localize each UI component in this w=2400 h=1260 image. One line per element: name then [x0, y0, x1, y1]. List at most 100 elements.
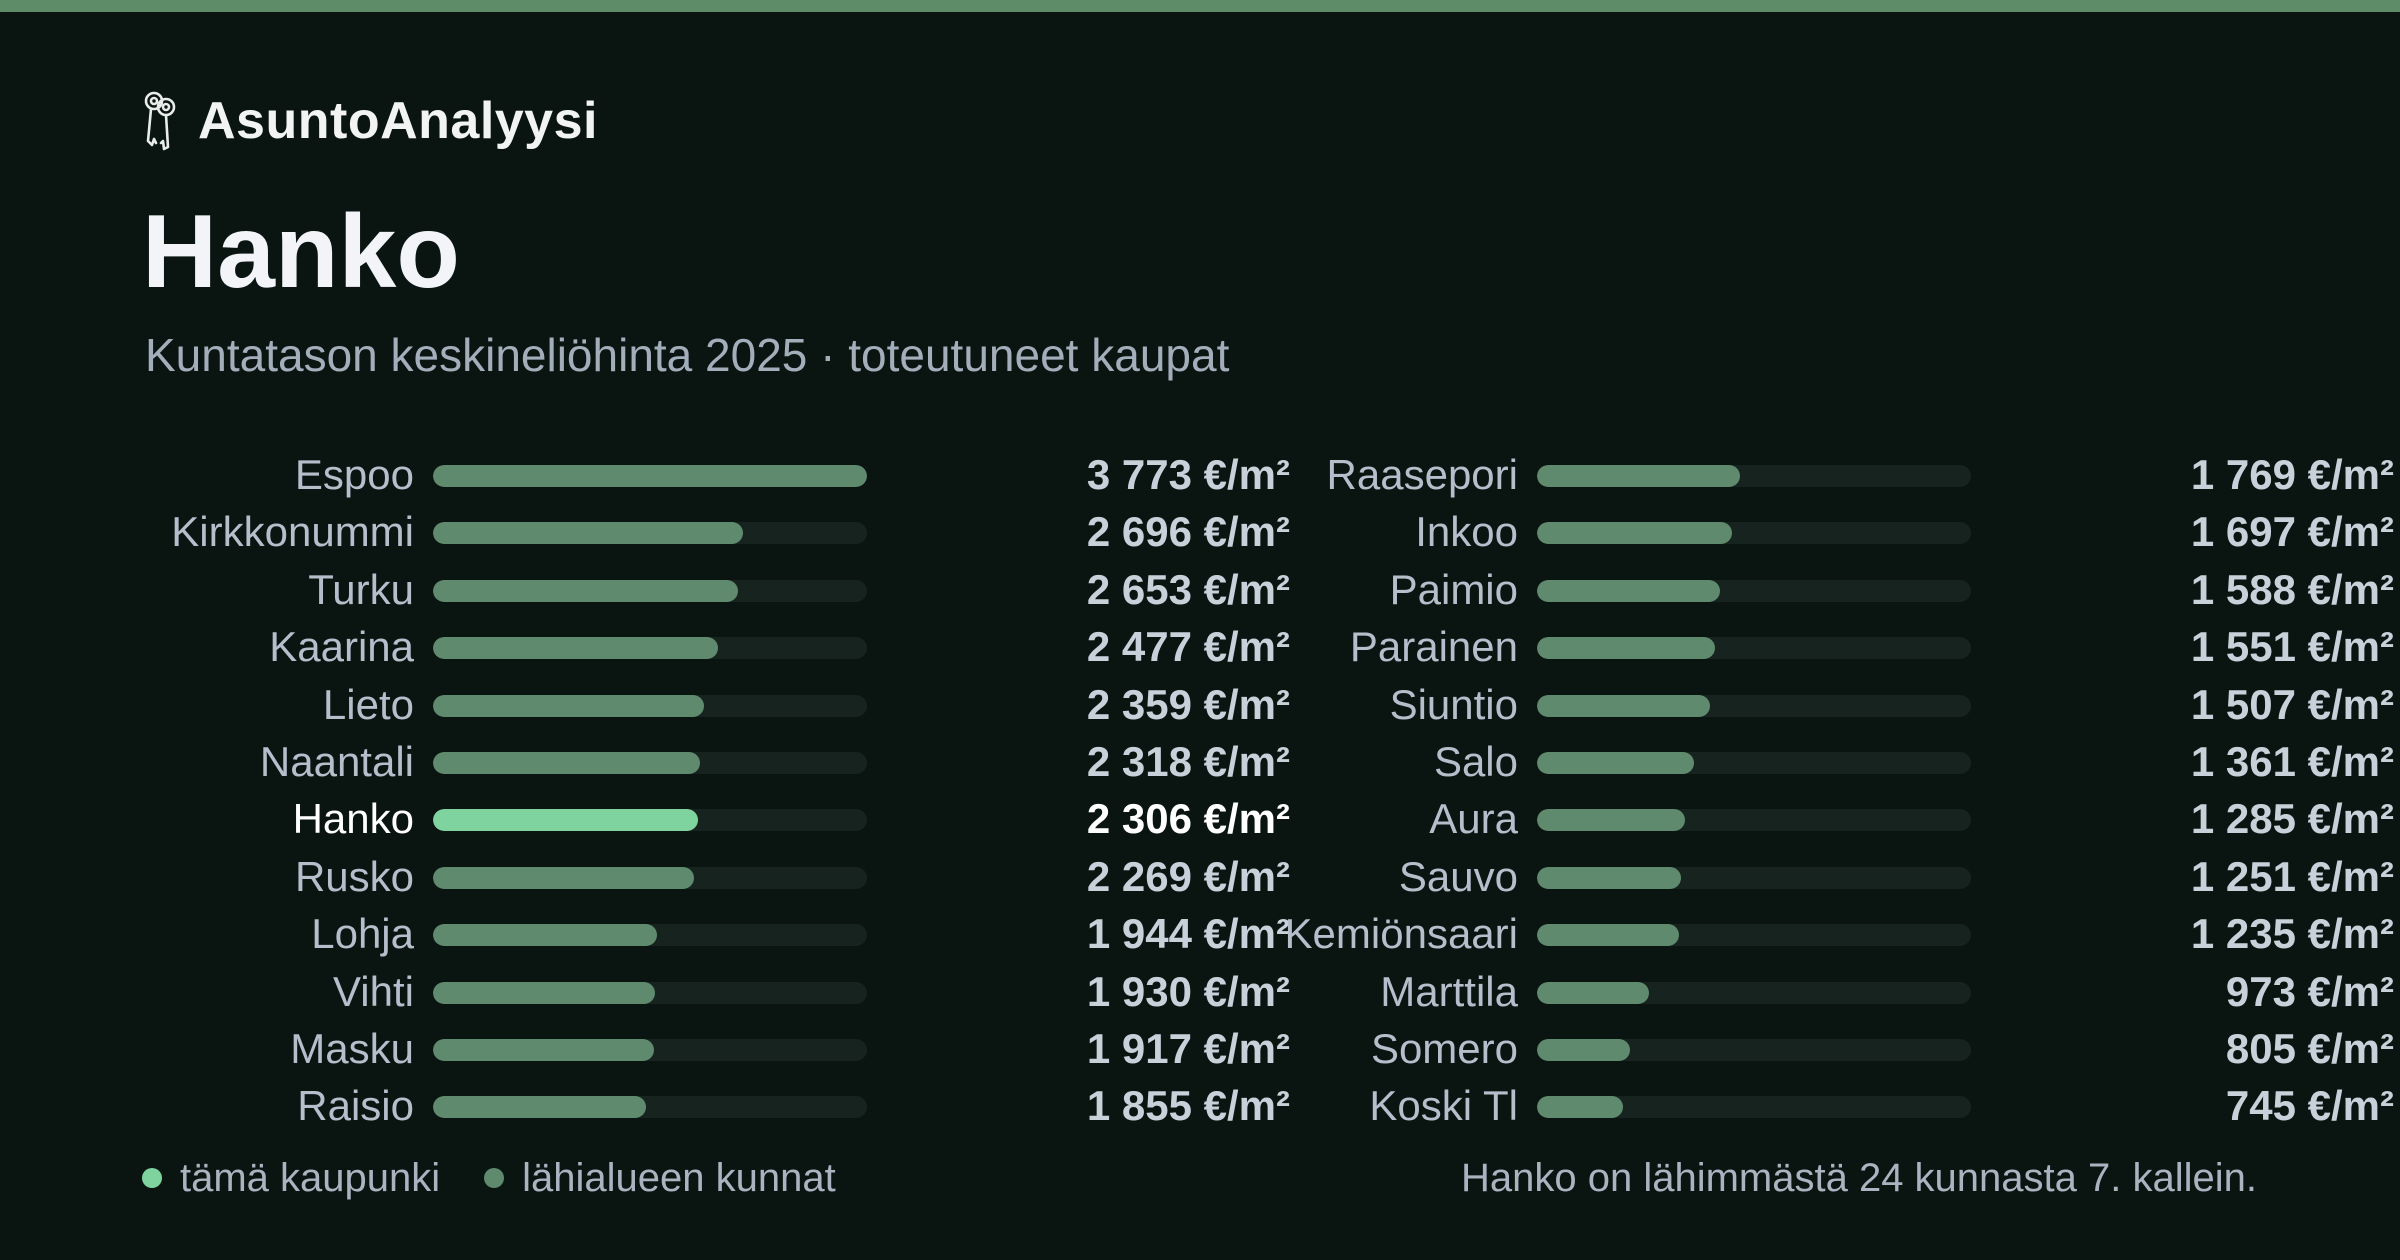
bar	[433, 924, 657, 947]
bar-value-label: 2 318 €/m²	[1086, 738, 1290, 785]
bar	[1537, 752, 1694, 774]
bar-value-label: 2 359 €/m²	[1086, 680, 1290, 728]
bar-row: Paimio 1 588 €/m²	[1244, 561, 2394, 619]
bar-category-label: Raisio	[297, 1082, 414, 1130]
bar-row: Koski Tl 745 €/m²	[1244, 1077, 2394, 1135]
bar-category-label: Paimio	[1389, 565, 1518, 613]
bar	[1537, 924, 1679, 947]
bar-row: Lohja 1 944 €/m²	[140, 905, 1290, 963]
legend-dot-muted	[484, 1168, 505, 1188]
bar-track	[1537, 981, 1971, 1004]
bar-track	[433, 579, 867, 602]
bar	[1537, 522, 1732, 545]
bar-track	[1537, 924, 1971, 947]
bar	[433, 637, 718, 660]
bar	[433, 809, 698, 832]
bar-value-label: 2 477 €/m²	[1086, 623, 1290, 671]
bar	[433, 1039, 654, 1061]
bar-value-label: 1 588 €/m²	[2190, 565, 2394, 613]
bar-value-label: 1 697 €/m²	[2190, 508, 2394, 556]
bar-row: Turku 2 653 €/m²	[140, 561, 1290, 619]
bar-category-label: Rusko	[294, 852, 414, 900]
bar-category-label: Inkoo	[1415, 508, 1518, 556]
bar	[1537, 1039, 1630, 1061]
bar	[1537, 465, 1740, 487]
legend: tämä kaupunki lähialueen kunnat	[142, 1152, 880, 1204]
bar-track	[1537, 637, 1971, 660]
bar-category-label: Somero	[1370, 1025, 1518, 1072]
bar	[1537, 637, 1715, 660]
bar-value-label: 1 769 €/m²	[2190, 451, 2394, 498]
bar-track	[433, 981, 867, 1004]
keys-icon	[144, 91, 176, 151]
bar-row: Somero 805 €/m²	[1244, 1020, 2394, 1078]
bar-track	[1537, 694, 1971, 717]
bar-value-label: 745 €/m²	[2225, 1082, 2394, 1130]
bar-track	[1537, 465, 1971, 487]
brand-name: AsuntoAnalyysi	[198, 92, 598, 150]
bar	[1537, 809, 1685, 832]
bar-category-label: Siuntio	[1389, 680, 1518, 728]
bar	[1537, 866, 1681, 889]
page-title: Hanko	[142, 194, 460, 310]
bar-category-label: Turku	[308, 565, 414, 613]
bar-category-label: Lieto	[322, 680, 414, 728]
bar-category-label: Koski Tl	[1369, 1082, 1518, 1130]
bar-track	[433, 465, 867, 487]
bar-row: Naantali 2 318 €/m²	[140, 733, 1290, 791]
bar-row: Rusko 2 269 €/m²	[140, 848, 1290, 906]
bar-track	[1537, 809, 1971, 832]
bar-track	[433, 1039, 867, 1061]
bar-track	[1537, 579, 1971, 602]
bar-category-label: Naantali	[259, 738, 414, 785]
bar-track	[1537, 1039, 1971, 1061]
bar-category-label: Aura	[1429, 795, 1518, 843]
legend-label-this-city: tämä kaupunki	[180, 1155, 441, 1200]
bar	[1537, 579, 1720, 602]
bar-category-label: Marttila	[1380, 967, 1518, 1015]
bar-row: Inkoo 1 697 €/m²	[1244, 503, 2394, 561]
bar-row: Raisio 1 855 €/m²	[140, 1077, 1290, 1135]
bar-category-label: Parainen	[1349, 623, 1518, 671]
bar-category-label: Kirkkonummi	[171, 508, 414, 556]
bar-row: Marttila 973 €/m²	[1244, 963, 2394, 1021]
bar-track	[1537, 866, 1971, 889]
bar	[433, 465, 867, 487]
bar-value-label: 1 917 €/m²	[1086, 1025, 1290, 1072]
bar-value-label: 1 285 €/m²	[2190, 795, 2394, 843]
bar-value-label: 2 269 €/m²	[1086, 852, 1290, 900]
legend-item-this-city: tämä kaupunki	[142, 1156, 440, 1201]
bar-track	[1537, 752, 1971, 774]
bar-value-label: 2 306 €/m²	[1086, 795, 1290, 843]
bar	[433, 866, 694, 889]
bar-track	[433, 522, 867, 545]
bar-row: Kaarina 2 477 €/m²	[140, 618, 1290, 676]
bar	[433, 1096, 646, 1119]
bar	[433, 522, 743, 545]
bar-value-label: 1 507 €/m²	[2190, 680, 2394, 728]
bar-value-label: 1 930 €/m²	[1086, 967, 1290, 1015]
bar-row: Aura 1 285 €/m²	[1244, 790, 2394, 848]
bar-category-label: Masku	[290, 1025, 414, 1072]
bar-row: Sauvo 1 251 €/m²	[1244, 848, 2394, 906]
bar-track	[433, 1096, 867, 1119]
bar-value-label: 1 235 €/m²	[2190, 910, 2394, 958]
bar	[433, 752, 700, 774]
bar-value-label: 1 855 €/m²	[1086, 1082, 1290, 1130]
bar-value-label: 2 696 €/m²	[1086, 508, 1290, 556]
bar-value-label: 1 944 €/m²	[1086, 910, 1290, 958]
bar-row: Salo 1 361 €/m²	[1244, 733, 2394, 791]
bar-value-label: 1 361 €/m²	[2190, 738, 2394, 785]
bar-row: Espoo 3 773 €/m²	[140, 446, 1290, 504]
bar-row: Parainen 1 551 €/m²	[1244, 618, 2394, 676]
legend-label-nearby: lähialueen kunnat	[522, 1155, 836, 1200]
bar-track	[433, 752, 867, 774]
top-accent-bar	[0, 0, 2400, 12]
bar-category-label: Hanko	[292, 795, 414, 843]
bar-value-label: 2 653 €/m²	[1086, 565, 1290, 613]
bar-track	[433, 809, 867, 832]
bar-category-label: Espoo	[294, 451, 414, 498]
legend-dot-accent	[142, 1168, 162, 1188]
bar-row: Raasepori 1 769 €/m²	[1244, 446, 2394, 504]
legend-item-nearby: lähialueen kunnat	[484, 1156, 836, 1201]
